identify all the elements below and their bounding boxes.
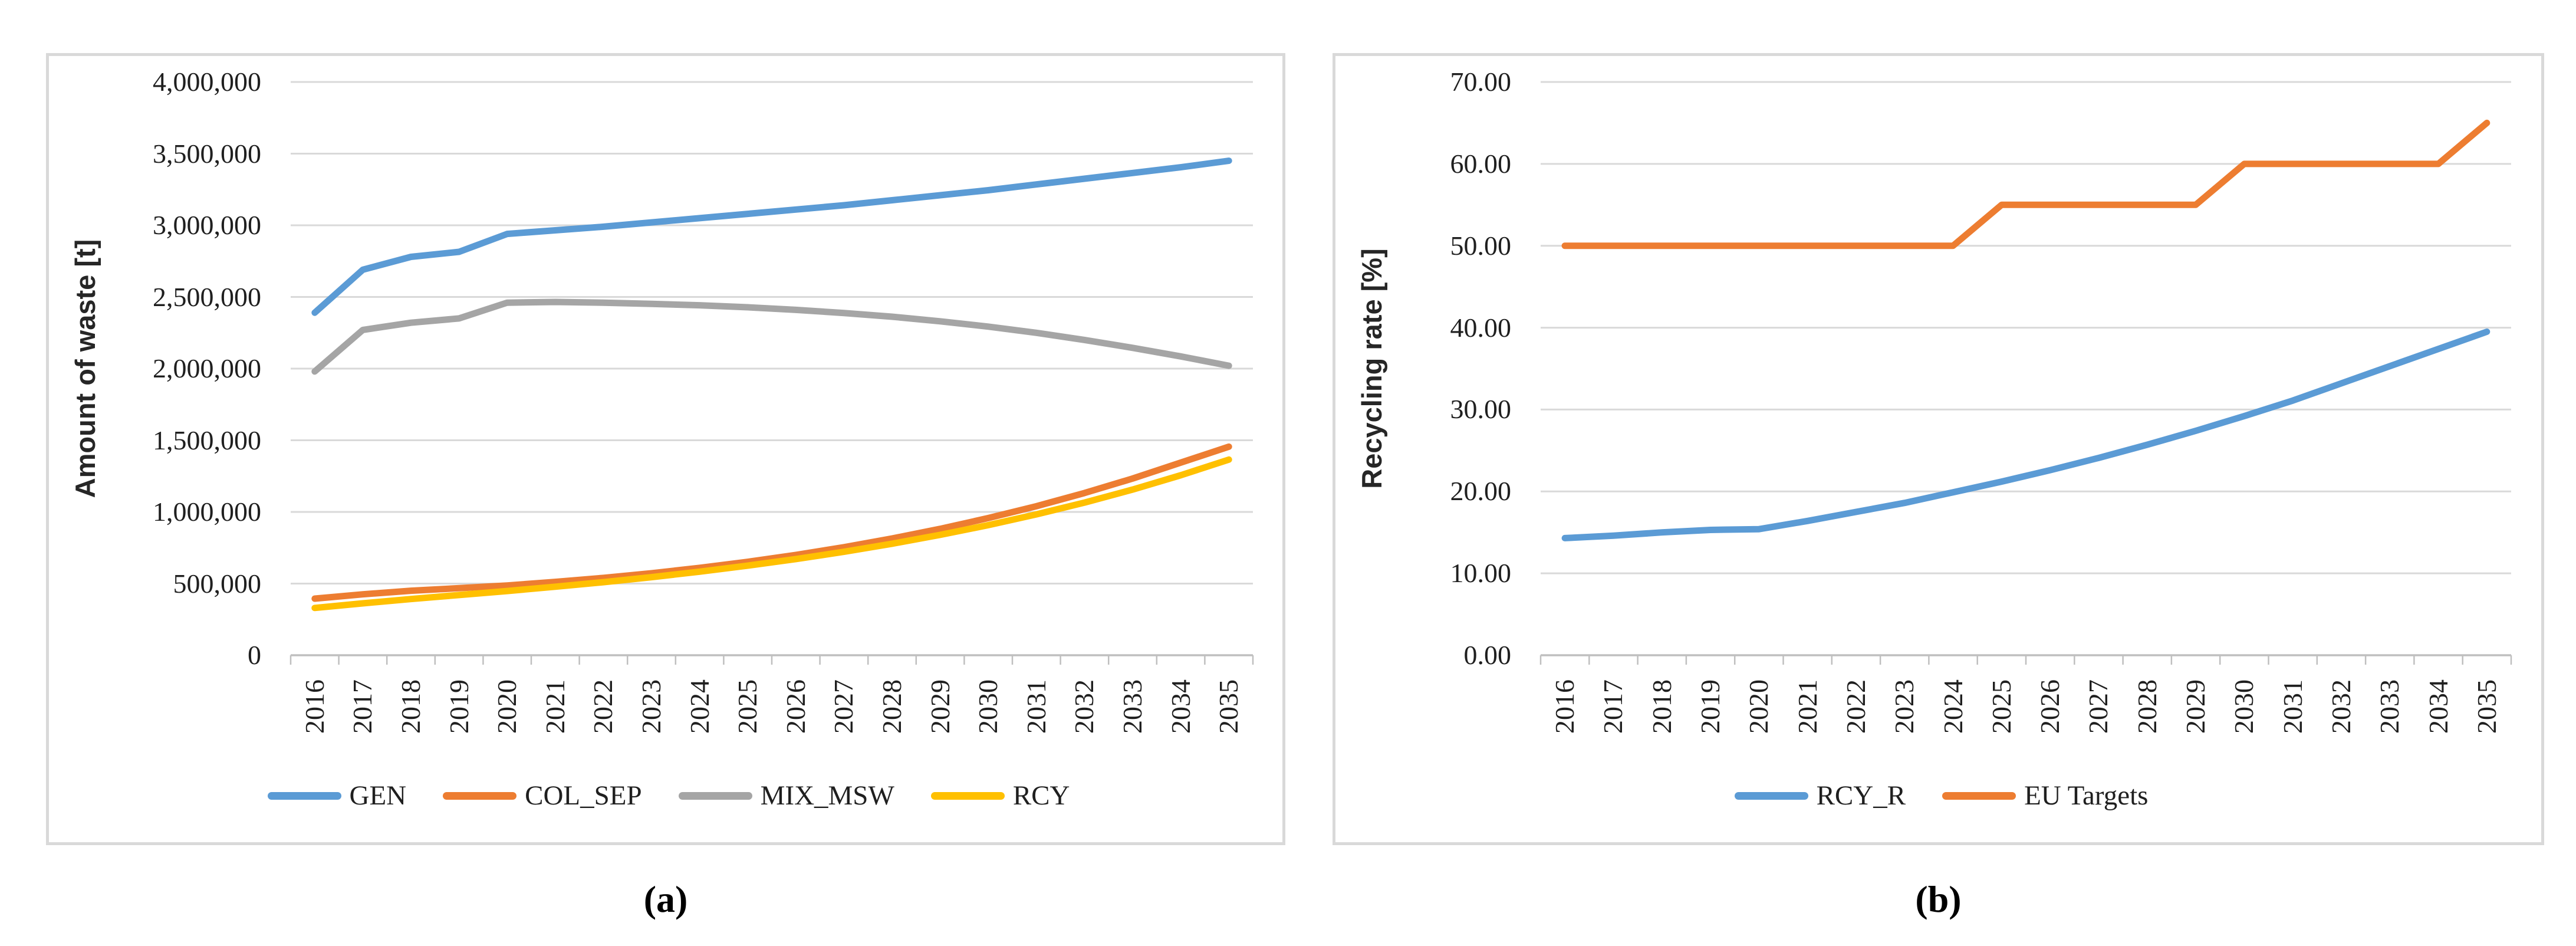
x-tick-label: 2021 xyxy=(1792,679,1822,734)
y-tick-label: 50.00 xyxy=(1450,230,1512,261)
legend-b: RCY_R EU Targets xyxy=(1335,772,2547,819)
y-tick-label: 10.00 xyxy=(1450,558,1512,589)
legend-item-mix_msw: MIX_MSW xyxy=(678,780,894,812)
series-line-gen xyxy=(311,157,1232,316)
legend-item-rcy: RCY xyxy=(930,780,1070,812)
legend-label: RCY xyxy=(1012,780,1070,811)
x-tick-label: 2025 xyxy=(732,679,763,734)
x-tick-label: 2027 xyxy=(828,679,859,734)
y-tick-label: 0.00 xyxy=(1463,640,1512,670)
legend-label: RCY_R xyxy=(1816,780,1906,811)
x-tick-label: 2023 xyxy=(1889,679,1920,734)
x-tick-label: 2034 xyxy=(1165,679,1196,734)
chart-panel-b: Recycling rate [%] 0.00 10.00 20.00 30.00 40… xyxy=(1333,53,2544,845)
x-tick-label: 2030 xyxy=(2229,679,2259,734)
legend-item-gen: GEN xyxy=(267,780,407,812)
x-tick-label: 2034 xyxy=(2423,679,2453,734)
x-tick-label: 2028 xyxy=(877,679,907,734)
y-tick-label: 70.00 xyxy=(1450,67,1512,97)
y-tick-label: 3,000,000 xyxy=(153,210,261,240)
legend-a: GEN COL_SEP MIX_MSW RCY xyxy=(49,772,1288,819)
x-tick-label: 2032 xyxy=(2325,679,2356,734)
y-tick-label: 60.00 xyxy=(1450,148,1512,179)
x-tick-label: 2028 xyxy=(2131,679,2162,734)
caption-b: (b) xyxy=(1915,878,1962,920)
y-tick-label: 3,500,000 xyxy=(153,138,261,169)
x-tick-label: 2031 xyxy=(2277,679,2308,734)
legend-item-col_sep: COL_SEP xyxy=(443,780,642,812)
x-tick-label: 2024 xyxy=(684,679,715,734)
legend-label: EU Targets xyxy=(2024,780,2149,811)
x-tick-label: 2035 xyxy=(2471,679,2502,734)
x-tick-label: 2029 xyxy=(2180,679,2211,734)
legend-label: MIX_MSW xyxy=(760,780,894,811)
x-tick-label: 2019 xyxy=(1695,679,1726,734)
x-tick-label: 2020 xyxy=(1743,679,1774,734)
series-line-mix_msw xyxy=(311,298,1232,375)
x-tick-label: 2023 xyxy=(636,679,666,734)
x-tick-label: 2029 xyxy=(925,679,955,734)
x-tick-label: 2033 xyxy=(1117,679,1147,734)
legend-line-marker-icon xyxy=(678,791,752,800)
legend-line-marker-icon xyxy=(1942,791,2016,800)
caption-a: (a) xyxy=(643,878,688,920)
legend-line-marker-icon xyxy=(267,791,341,800)
x-tick-label: 2019 xyxy=(443,679,474,734)
series-line-rcy_r xyxy=(1561,329,2491,541)
legend-label: COL_SEP xyxy=(525,780,642,811)
legend-line-marker-icon xyxy=(443,791,517,800)
y-tick-label: 0 xyxy=(248,640,261,670)
legend-item-rcy_r: RCY_R xyxy=(1734,780,1906,812)
x-tick-label: 2022 xyxy=(588,679,618,734)
legend-line-marker-icon xyxy=(930,791,1005,800)
x-tick-label: 2022 xyxy=(1840,679,1871,734)
x-tick-label: 2020 xyxy=(492,679,522,734)
x-tick-label: 2026 xyxy=(2035,679,2065,734)
chart-a-canvas xyxy=(289,81,1254,665)
x-tick-label: 2018 xyxy=(396,679,426,734)
y-tick-label: 4,000,000 xyxy=(153,67,261,97)
legend-label: GEN xyxy=(349,780,407,811)
x-tick-label: 2016 xyxy=(1549,679,1580,734)
x-tick-label: 2024 xyxy=(1937,679,1968,734)
y-tick-label: 40.00 xyxy=(1450,312,1512,343)
x-tick-label: 2017 xyxy=(347,679,378,734)
y-tick-label: 2,500,000 xyxy=(153,281,261,312)
x-tick-label: 2018 xyxy=(1646,679,1677,734)
x-tick-label: 2031 xyxy=(1021,679,1051,734)
legend-line-marker-icon xyxy=(1734,791,1808,800)
y-tick-label: 20.00 xyxy=(1450,476,1512,507)
x-tick-label: 2032 xyxy=(1069,679,1100,734)
y-tick-label: 1,500,000 xyxy=(153,425,261,455)
y-tick-label: 30.00 xyxy=(1450,394,1512,425)
y-axis-title-b: Recycling rate [%] xyxy=(1356,248,1387,489)
y-tick-label: 1,000,000 xyxy=(153,497,261,527)
x-tick-label: 2033 xyxy=(2374,679,2405,734)
x-tick-label: 2017 xyxy=(1598,679,1628,734)
x-tick-label: 2026 xyxy=(780,679,811,734)
x-tick-label: 2016 xyxy=(299,679,330,734)
series-line-eu-targets xyxy=(1561,119,2491,249)
legend-item-eu-targets: EU Targets xyxy=(1942,780,2148,812)
x-tick-label: 2025 xyxy=(1986,679,2016,734)
chart-panel-a: Amount of waste [t] 0 500,000 1,000,000 1,5… xyxy=(46,53,1285,845)
x-tick-label: 2035 xyxy=(1213,679,1244,734)
x-tick-label: 2021 xyxy=(539,679,570,734)
x-tick-label: 2027 xyxy=(2083,679,2114,734)
x-tick-label: 2030 xyxy=(973,679,1004,734)
chart-b-canvas xyxy=(1539,81,2512,665)
series-line-col_sep xyxy=(311,443,1232,602)
y-tick-label: 2,000,000 xyxy=(153,353,261,383)
y-tick-label: 500,000 xyxy=(173,568,262,599)
series-line-rcy xyxy=(311,456,1232,612)
